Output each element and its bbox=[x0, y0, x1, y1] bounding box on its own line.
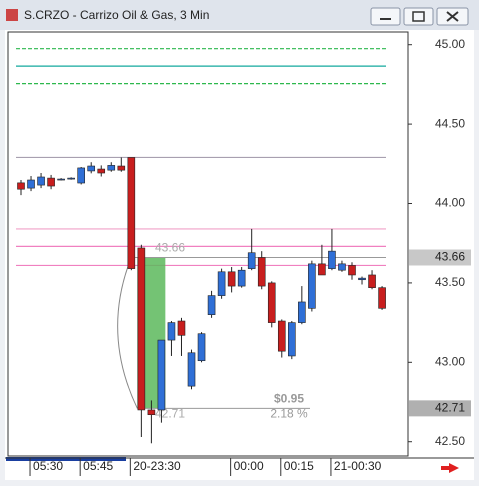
app-icon bbox=[6, 9, 18, 21]
candle-body bbox=[217, 271, 226, 296]
price-marker-label: 43.66 bbox=[435, 250, 465, 264]
candle-body bbox=[227, 271, 236, 287]
candle-body bbox=[147, 409, 156, 416]
candle-body bbox=[17, 182, 25, 190]
candle-body bbox=[267, 282, 276, 323]
candle-body bbox=[77, 167, 85, 184]
y-tick-label: 43.50 bbox=[435, 275, 465, 289]
y-tick-label: 44.00 bbox=[435, 196, 465, 210]
measure-change: $0.95 bbox=[274, 392, 304, 406]
y-tick-label: 44.50 bbox=[435, 116, 465, 130]
candle-body bbox=[27, 179, 35, 189]
candle-body bbox=[308, 263, 316, 309]
candle-body bbox=[298, 301, 306, 323]
candle-body bbox=[237, 269, 246, 287]
candle-body bbox=[187, 352, 196, 387]
maximize-icon bbox=[412, 11, 425, 22]
candle-body bbox=[358, 277, 366, 281]
candle-body bbox=[37, 176, 45, 186]
measure-arc bbox=[117, 257, 138, 409]
candle-body bbox=[97, 168, 106, 174]
y-tick-label: 42.50 bbox=[435, 434, 465, 448]
measure-percent: 2.18 % bbox=[270, 407, 308, 421]
close-icon bbox=[446, 11, 459, 22]
candle-body bbox=[47, 177, 55, 187]
candle-body bbox=[348, 265, 356, 276]
candle-body bbox=[107, 165, 116, 171]
candle-body bbox=[277, 320, 286, 352]
minimize-button[interactable] bbox=[370, 7, 401, 26]
scroll-arrow[interactable] bbox=[441, 463, 459, 473]
candle-body bbox=[288, 322, 296, 357]
chart-title: S.CRZO - Carrizo Oil & Gas, 3 Min bbox=[24, 8, 209, 22]
price-marker bbox=[409, 249, 471, 266]
candle-body bbox=[328, 250, 336, 269]
y-tick-label: 45.00 bbox=[435, 37, 465, 51]
x-tick-label: 21-00:30 bbox=[334, 459, 382, 473]
measure-label: 43.66 bbox=[155, 241, 185, 255]
x-tick-label: 00:00 bbox=[234, 459, 264, 473]
candle-body bbox=[117, 165, 126, 171]
plot-area bbox=[7, 31, 409, 457]
x-tick-label: 00:15 bbox=[284, 459, 314, 473]
maximize-button[interactable] bbox=[403, 7, 434, 26]
y-tick-label: 43.00 bbox=[435, 354, 465, 368]
candle-body bbox=[177, 320, 186, 336]
x-tick-label: 05:30 bbox=[33, 459, 63, 473]
candle-body bbox=[127, 157, 136, 269]
candle-body bbox=[378, 287, 386, 309]
candle-body bbox=[318, 263, 326, 276]
price-marker bbox=[409, 400, 471, 417]
candle-body bbox=[207, 295, 216, 315]
candle-body bbox=[57, 178, 65, 181]
candle-body bbox=[247, 252, 256, 269]
candle-body bbox=[368, 274, 376, 288]
scrollbar[interactable] bbox=[6, 457, 126, 461]
candle-body bbox=[67, 177, 75, 180]
candle-body bbox=[137, 247, 146, 411]
price-marker-label: 42.71 bbox=[435, 401, 465, 415]
candle-body bbox=[167, 322, 176, 341]
x-tick-label: 20-23:30 bbox=[133, 459, 181, 473]
x-tick-label: 05:45 bbox=[83, 459, 113, 473]
candle-body bbox=[197, 333, 206, 362]
candle-body bbox=[257, 257, 266, 287]
candle-body bbox=[87, 165, 96, 172]
candle-body bbox=[338, 263, 346, 271]
candle-body bbox=[157, 339, 166, 411]
